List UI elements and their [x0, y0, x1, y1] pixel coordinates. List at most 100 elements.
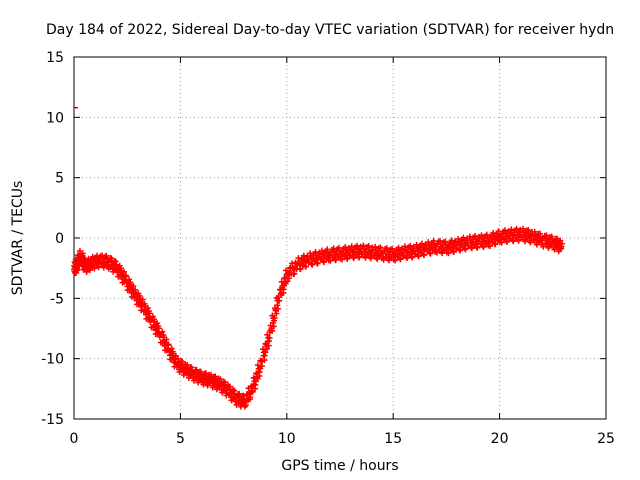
trace-marker — [525, 227, 532, 234]
trace-marker — [160, 332, 167, 339]
trace-marker — [256, 369, 263, 376]
x-axis-label: GPS time / hours — [281, 458, 398, 474]
trace-marker — [127, 279, 134, 286]
trace-marker — [242, 402, 249, 409]
trace-marker — [548, 233, 555, 240]
trace-marker — [457, 247, 464, 254]
trace-marker — [275, 305, 282, 312]
trace-marker — [270, 323, 277, 330]
trace-marker — [314, 260, 321, 267]
trace-marker — [151, 316, 158, 323]
trace-marker — [261, 352, 268, 359]
axis-ticks — [73, 56, 607, 420]
trace-marker — [250, 374, 257, 381]
trace-marker — [531, 228, 538, 235]
trace-marker — [193, 366, 200, 373]
trace-marker — [513, 225, 520, 232]
trace-marker — [342, 244, 349, 251]
y-tick-label: 15 — [46, 50, 64, 66]
x-tick-label: 10 — [278, 431, 296, 447]
trace-marker — [254, 362, 261, 369]
trace-marker — [309, 261, 316, 268]
trace-marker — [165, 341, 172, 348]
trace-marker — [462, 246, 469, 253]
trace-marker — [427, 250, 434, 257]
trace-marker — [501, 227, 508, 234]
trace-marker — [537, 230, 544, 237]
trace-marker — [188, 364, 195, 371]
trace-marker — [112, 258, 119, 265]
trace-marker — [392, 257, 399, 264]
y-tick-label: -10 — [41, 352, 64, 368]
trace-marker — [415, 253, 422, 260]
trace-marker — [330, 245, 337, 252]
trace-marker — [217, 376, 224, 383]
trace-marker — [169, 348, 176, 355]
trace-marker — [291, 270, 298, 277]
trace-marker — [401, 243, 408, 250]
y-tick-labels: -15 -10 -5 0 5 10 15 — [41, 50, 64, 428]
trace-marker — [174, 355, 181, 362]
trace-marker — [442, 238, 449, 245]
trace-marker — [372, 243, 379, 250]
trace-marker — [226, 383, 233, 390]
trace-marker — [264, 331, 271, 338]
trace-marker — [452, 245, 459, 252]
trace-marker — [346, 252, 353, 259]
trace-marker — [356, 254, 363, 261]
trace-marker — [445, 250, 452, 257]
trace-marker — [271, 317, 278, 324]
trace-marker — [321, 259, 328, 266]
trace-marker — [367, 255, 374, 262]
trace-marker — [365, 243, 372, 250]
trace-marker — [103, 252, 110, 259]
x-tick-labels: 0 5 10 15 20 25 — [70, 431, 615, 447]
trace-marker — [276, 297, 283, 304]
trace-marker — [197, 368, 204, 375]
y-tick-label: 10 — [46, 110, 64, 126]
trace-marker — [136, 292, 143, 299]
trace-marker — [284, 278, 291, 285]
trace-marker — [421, 252, 428, 259]
x-tick-label: 20 — [491, 431, 509, 447]
chart-title: Day 184 of 2022, Sidereal Day-to-day VTE… — [46, 22, 614, 38]
trace-marker — [508, 226, 515, 233]
trace-marker — [543, 232, 550, 239]
trace-marker — [79, 252, 86, 259]
y-tick-label: -15 — [41, 412, 64, 428]
trace-marker — [354, 242, 361, 249]
trace-marker — [179, 358, 186, 365]
trace-marker — [554, 235, 561, 242]
trace-marker — [404, 255, 411, 262]
trace-marker — [389, 245, 396, 252]
trace-marker — [506, 235, 513, 242]
trace-marker — [527, 239, 534, 246]
trace-marker — [437, 237, 444, 244]
trace-marker — [407, 242, 414, 249]
y-axis-label: SDTVAR / TECUs — [10, 181, 26, 296]
trace-marker — [492, 241, 499, 248]
trace-marker — [265, 338, 272, 345]
trace-marker — [350, 255, 357, 262]
trace-marker — [332, 257, 339, 264]
trace-marker — [399, 252, 406, 259]
trace-marker — [108, 255, 115, 262]
trace-marker — [480, 244, 487, 251]
trace-marker — [339, 256, 346, 263]
trace-marker — [184, 361, 191, 368]
trace-marker — [557, 246, 564, 253]
trace-marker — [202, 370, 209, 377]
trace-marker — [327, 257, 334, 264]
trace-marker — [208, 371, 215, 378]
trace-marker — [83, 268, 90, 275]
trace-marker — [285, 275, 292, 282]
trace-marker — [487, 243, 494, 250]
trace-marker — [360, 242, 367, 249]
y-tick-label: -5 — [50, 291, 64, 307]
trace-marker — [302, 263, 309, 270]
trace-marker — [297, 266, 304, 273]
trace-marker — [73, 266, 80, 273]
trace-marker — [504, 238, 511, 245]
trace-marker — [252, 381, 259, 388]
trace-marker — [117, 265, 124, 272]
